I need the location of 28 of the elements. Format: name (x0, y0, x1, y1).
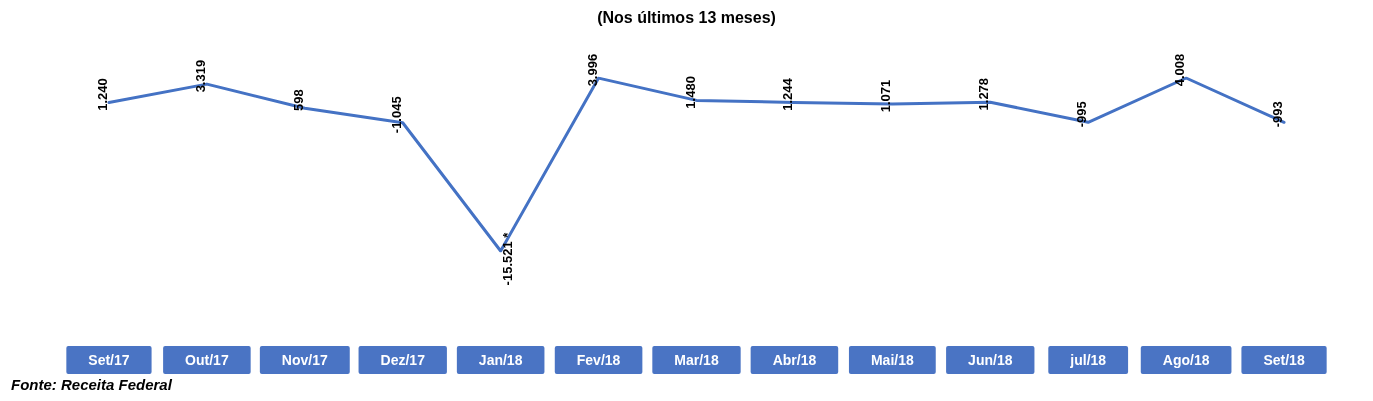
x-tick-label: Dez/17 (380, 352, 426, 368)
x-tick-label: Fev/18 (576, 352, 621, 368)
x-tick-label: Nov/17 (281, 352, 328, 368)
x-tick-label: Ago/18 (1162, 352, 1210, 368)
data-label: 3.319 (192, 59, 208, 93)
data-label: 598 (290, 89, 306, 112)
data-label: -1.045 (388, 96, 404, 134)
data-label: -993 (1270, 101, 1286, 128)
x-tick-label: Mai/18 (870, 352, 914, 368)
data-label: 1.480 (682, 76, 698, 109)
source-note: Fonte: Receita Federal (11, 376, 173, 393)
data-label: 1.240 (94, 78, 110, 111)
data-label: 4.008 (1172, 53, 1188, 87)
data-label: -995 (1074, 101, 1090, 128)
x-tick-label: Jan/18 (478, 352, 523, 368)
x-tick-label: Out/17 (185, 352, 229, 368)
data-label: 3.996 (584, 53, 600, 87)
x-tick-label: Jun/18 (968, 352, 1013, 368)
chart-subtitle: (Nos últimos 13 meses) (597, 8, 776, 26)
x-tick-label: Abr/18 (772, 352, 817, 368)
data-label: 1.244 (780, 77, 796, 111)
x-tick-label: Set/17 (88, 352, 130, 368)
x-tick-label: jul/18 (1069, 352, 1107, 368)
x-tick-label: Mar/18 (674, 352, 719, 368)
data-label: 1.071 (878, 79, 894, 113)
data-label: -15.521 * (499, 231, 515, 286)
data-label: 1.278 (976, 77, 992, 111)
x-tick-label: Set/18 (1263, 352, 1305, 368)
